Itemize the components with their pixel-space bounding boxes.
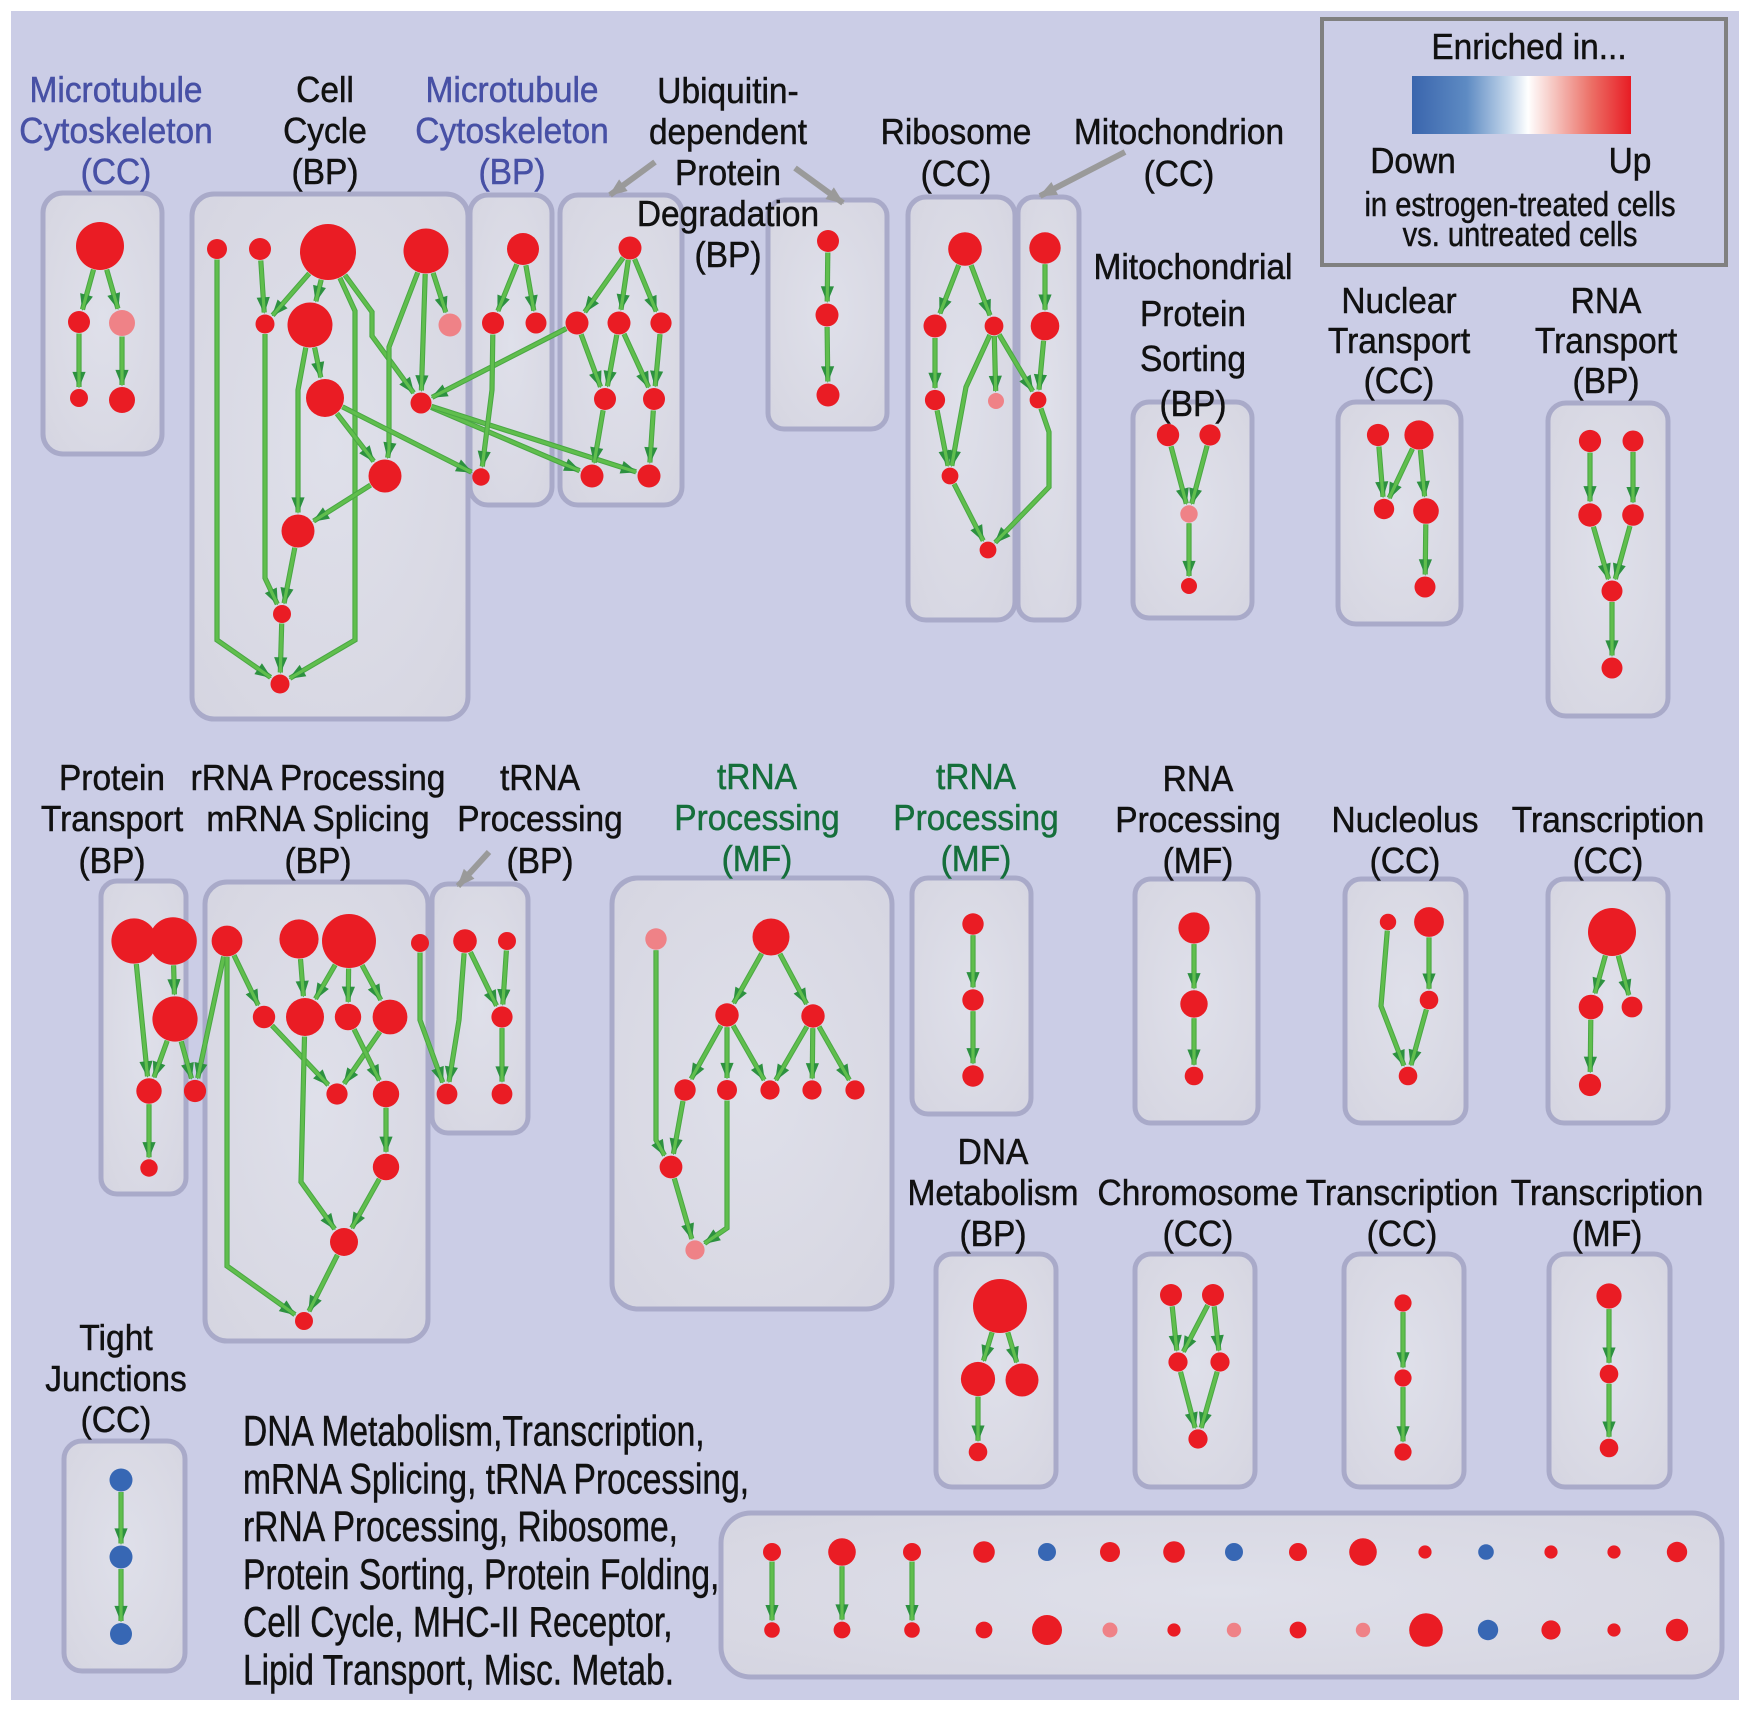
svg-text:dependent: dependent [649, 111, 807, 152]
svg-text:Processing: Processing [674, 797, 840, 838]
svg-text:(CC): (CC) [81, 151, 152, 192]
svg-text:Enriched in...: Enriched in... [1431, 26, 1626, 67]
svg-text:DNA Metabolism,Transcription,: DNA Metabolism,Transcription, [243, 1408, 705, 1456]
svg-text:Mitochondrion: Mitochondrion [1074, 111, 1284, 152]
svg-text:mRNA Splicing: mRNA Splicing [206, 798, 429, 839]
svg-text:Processing: Processing [457, 798, 623, 839]
svg-text:(MF): (MF) [722, 838, 793, 879]
svg-text:Mitochondrial: Mitochondrial [1094, 246, 1293, 287]
svg-text:Transport: Transport [1328, 320, 1470, 361]
svg-text:Transcription: Transcription [1511, 1172, 1704, 1213]
svg-text:(BP): (BP) [695, 234, 762, 275]
svg-text:(MF): (MF) [941, 838, 1012, 879]
svg-text:tRNA: tRNA [936, 756, 1016, 797]
svg-text:Cell Cycle, MHC-II Receptor,: Cell Cycle, MHC-II Receptor, [243, 1599, 673, 1647]
svg-text:mRNA Splicing, tRNA Processing: mRNA Splicing, tRNA Processing, [243, 1455, 749, 1503]
svg-text:Degradation: Degradation [637, 193, 819, 234]
svg-text:(BP): (BP) [1573, 360, 1640, 401]
svg-text:Tight: Tight [79, 1317, 153, 1358]
svg-text:(CC): (CC) [1367, 1213, 1438, 1254]
svg-text:(BP): (BP) [1160, 383, 1227, 424]
svg-text:(CC): (CC) [921, 153, 992, 194]
svg-text:(BP): (BP) [960, 1213, 1027, 1254]
svg-text:Protein: Protein [1140, 293, 1246, 334]
svg-text:Protein: Protein [59, 757, 165, 798]
svg-text:Nucleolus: Nucleolus [1332, 799, 1479, 840]
svg-text:Cytoskeleton: Cytoskeleton [19, 110, 212, 151]
svg-text:Transport: Transport [41, 798, 183, 839]
svg-text:in estrogen-treated cells: in estrogen-treated cells [1364, 186, 1675, 224]
svg-text:Protein Sorting, Protein Foldi: Protein Sorting, Protein Folding, [243, 1551, 719, 1599]
svg-text:Metabolism: Metabolism [907, 1172, 1078, 1213]
svg-text:(BP): (BP) [479, 151, 546, 192]
svg-text:RNA: RNA [1163, 758, 1234, 799]
svg-text:(CC): (CC) [1144, 153, 1215, 194]
svg-text:(BP): (BP) [507, 840, 574, 881]
svg-text:rRNA Processing: rRNA Processing [191, 757, 446, 798]
svg-text:Chromosome: Chromosome [1098, 1172, 1299, 1213]
svg-text:tRNA: tRNA [717, 756, 797, 797]
svg-text:DNA: DNA [958, 1131, 1029, 1172]
svg-text:Cell: Cell [296, 69, 354, 110]
svg-text:vs. untreated cells: vs. untreated cells [1403, 216, 1638, 254]
svg-text:(BP): (BP) [79, 840, 146, 881]
svg-text:Cycle: Cycle [283, 110, 367, 151]
svg-text:Ribosome: Ribosome [881, 111, 1032, 152]
svg-text:Nuclear: Nuclear [1341, 280, 1456, 321]
svg-text:Up: Up [1609, 140, 1652, 181]
svg-text:rRNA Processing, Ribosome,: rRNA Processing, Ribosome, [243, 1503, 678, 1551]
svg-text:Processing: Processing [893, 797, 1059, 838]
svg-text:(CC): (CC) [1573, 840, 1644, 881]
svg-text:tRNA: tRNA [500, 757, 580, 798]
svg-text:(BP): (BP) [285, 840, 352, 881]
svg-text:Microtubule: Microtubule [426, 69, 599, 110]
svg-text:Junctions: Junctions [45, 1358, 186, 1399]
svg-text:(CC): (CC) [1370, 840, 1441, 881]
svg-text:(MF): (MF) [1572, 1213, 1643, 1254]
svg-text:Processing: Processing [1115, 799, 1281, 840]
svg-text:Transcription: Transcription [1512, 799, 1705, 840]
svg-text:Cytoskeleton: Cytoskeleton [415, 110, 608, 151]
svg-text:Ubiquitin-: Ubiquitin- [657, 70, 798, 111]
svg-text:Transport: Transport [1535, 320, 1677, 361]
svg-text:RNA: RNA [1571, 280, 1642, 321]
svg-text:Microtubule: Microtubule [30, 69, 203, 110]
svg-text:(BP): (BP) [292, 151, 359, 192]
svg-text:Down: Down [1370, 140, 1456, 181]
svg-text:(CC): (CC) [1163, 1213, 1234, 1254]
svg-text:Sorting: Sorting [1140, 338, 1246, 379]
svg-text:Lipid Transport, Misc. Metab.: Lipid Transport, Misc. Metab. [243, 1647, 674, 1695]
svg-text:(CC): (CC) [81, 1399, 152, 1440]
svg-text:(CC): (CC) [1364, 360, 1435, 401]
svg-text:Transcription: Transcription [1306, 1172, 1499, 1213]
svg-text:Protein: Protein [675, 152, 781, 193]
svg-text:(MF): (MF) [1163, 840, 1234, 881]
